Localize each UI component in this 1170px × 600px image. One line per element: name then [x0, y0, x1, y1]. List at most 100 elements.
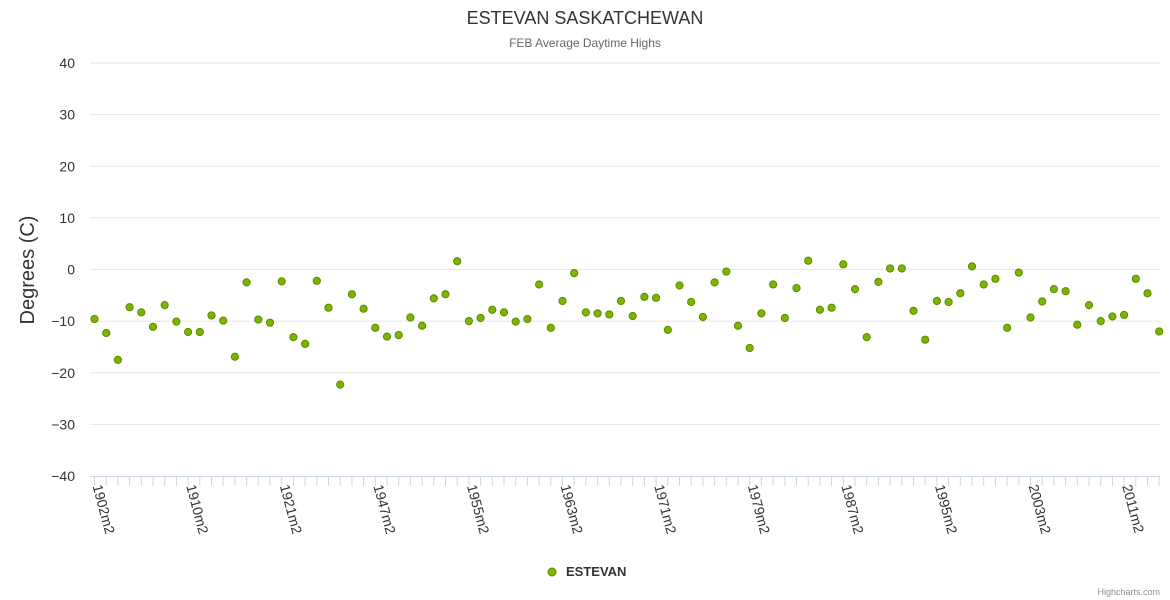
- data-point[interactable]: [499, 308, 509, 317]
- data-point[interactable]: [1155, 327, 1164, 336]
- data-point[interactable]: [1049, 285, 1059, 294]
- data-point[interactable]: [710, 278, 719, 287]
- data-point[interactable]: [581, 308, 591, 317]
- data-point[interactable]: [1120, 310, 1129, 320]
- data-point[interactable]: [312, 276, 321, 285]
- data-point[interactable]: [991, 274, 1000, 283]
- data-point[interactable]: [640, 292, 649, 301]
- data-point[interactable]: [698, 312, 708, 322]
- data-point[interactable]: [1096, 317, 1105, 326]
- data-point[interactable]: [652, 293, 661, 302]
- data-point[interactable]: [1143, 289, 1152, 298]
- data-point[interactable]: [628, 311, 637, 321]
- data-point[interactable]: [488, 305, 497, 314]
- data-point[interactable]: [219, 316, 228, 325]
- legend-item-estevan[interactable]: ESTEVAN: [566, 564, 626, 579]
- data-point[interactable]: [769, 280, 778, 289]
- data-point[interactable]: [956, 289, 965, 298]
- data-point[interactable]: [1084, 301, 1094, 310]
- data-point[interactable]: [850, 285, 860, 294]
- data-point[interactable]: [535, 280, 544, 289]
- data-point[interactable]: [137, 308, 146, 317]
- data-point[interactable]: [839, 260, 848, 269]
- data-point[interactable]: [616, 296, 626, 306]
- data-point[interactable]: [921, 335, 930, 344]
- data-point[interactable]: [301, 339, 310, 348]
- data-point[interactable]: [371, 323, 380, 332]
- data-point[interactable]: [815, 305, 825, 314]
- data-point[interactable]: [242, 278, 251, 287]
- data-point[interactable]: [780, 313, 789, 323]
- data-point[interactable]: [897, 264, 906, 273]
- data-point[interactable]: [464, 317, 473, 326]
- data-point[interactable]: [1108, 312, 1117, 321]
- data-point[interactable]: [1014, 268, 1023, 277]
- data-point[interactable]: [125, 303, 134, 312]
- data-point[interactable]: [967, 262, 977, 271]
- data-point[interactable]: [394, 330, 403, 340]
- data-point[interactable]: [944, 297, 953, 307]
- data-point[interactable]: [336, 380, 345, 389]
- data-point[interactable]: [148, 322, 158, 331]
- data-point[interactable]: [663, 325, 672, 335]
- data-point[interactable]: [570, 269, 579, 278]
- data-point[interactable]: [874, 277, 883, 286]
- legend[interactable]: ESTEVAN: [547, 564, 626, 579]
- data-point[interactable]: [195, 327, 204, 337]
- chart-subtitle: FEB Average Daytime Highs: [509, 36, 661, 50]
- data-point[interactable]: [605, 310, 614, 319]
- data-point[interactable]: [359, 304, 368, 313]
- data-point[interactable]: [207, 311, 216, 320]
- data-point[interactable]: [172, 317, 181, 326]
- data-point[interactable]: [804, 256, 813, 265]
- data-point[interactable]: [289, 333, 298, 342]
- data-point[interactable]: [1003, 323, 1012, 332]
- data-point[interactable]: [441, 290, 450, 299]
- data-point[interactable]: [1131, 274, 1140, 283]
- credits-link[interactable]: Highcharts.com: [1097, 587, 1160, 597]
- data-point[interactable]: [324, 303, 333, 312]
- data-point[interactable]: [277, 277, 286, 286]
- data-point[interactable]: [184, 327, 193, 337]
- data-point[interactable]: [886, 264, 895, 273]
- data-point[interactable]: [230, 352, 239, 361]
- data-point[interactable]: [675, 281, 684, 290]
- data-point[interactable]: [476, 313, 485, 323]
- data-point[interactable]: [979, 280, 988, 289]
- data-point[interactable]: [733, 321, 743, 330]
- data-point[interactable]: [687, 297, 696, 307]
- data-point[interactable]: [418, 321, 427, 330]
- data-point[interactable]: [113, 355, 123, 364]
- data-point[interactable]: [722, 267, 731, 276]
- data-point[interactable]: [546, 323, 555, 332]
- data-point[interactable]: [558, 296, 567, 306]
- data-point[interactable]: [429, 294, 438, 303]
- y-tick-label: −20: [51, 365, 75, 381]
- data-point[interactable]: [523, 314, 532, 324]
- data-point[interactable]: [827, 303, 836, 312]
- data-point[interactable]: [932, 296, 942, 306]
- data-point[interactable]: [406, 313, 415, 322]
- data-point[interactable]: [265, 318, 275, 327]
- data-point[interactable]: [1073, 320, 1082, 329]
- data-point[interactable]: [160, 301, 169, 310]
- data-point[interactable]: [347, 290, 356, 299]
- data-point[interactable]: [593, 309, 602, 318]
- data-point[interactable]: [254, 315, 263, 324]
- data-point[interactable]: [862, 333, 871, 342]
- data-point[interactable]: [757, 309, 766, 318]
- data-point[interactable]: [1038, 297, 1047, 306]
- data-point[interactable]: [90, 314, 99, 324]
- series-estevan[interactable]: [90, 256, 1164, 389]
- data-point[interactable]: [909, 306, 918, 315]
- data-point[interactable]: [1026, 313, 1035, 322]
- data-point[interactable]: [382, 332, 392, 341]
- data-point[interactable]: [453, 257, 462, 266]
- legend-marker: [547, 567, 557, 577]
- data-point[interactable]: [102, 328, 111, 338]
- data-point[interactable]: [745, 343, 754, 353]
- data-point[interactable]: [1061, 287, 1070, 296]
- data-point[interactable]: [511, 317, 520, 326]
- data-point[interactable]: [792, 283, 801, 293]
